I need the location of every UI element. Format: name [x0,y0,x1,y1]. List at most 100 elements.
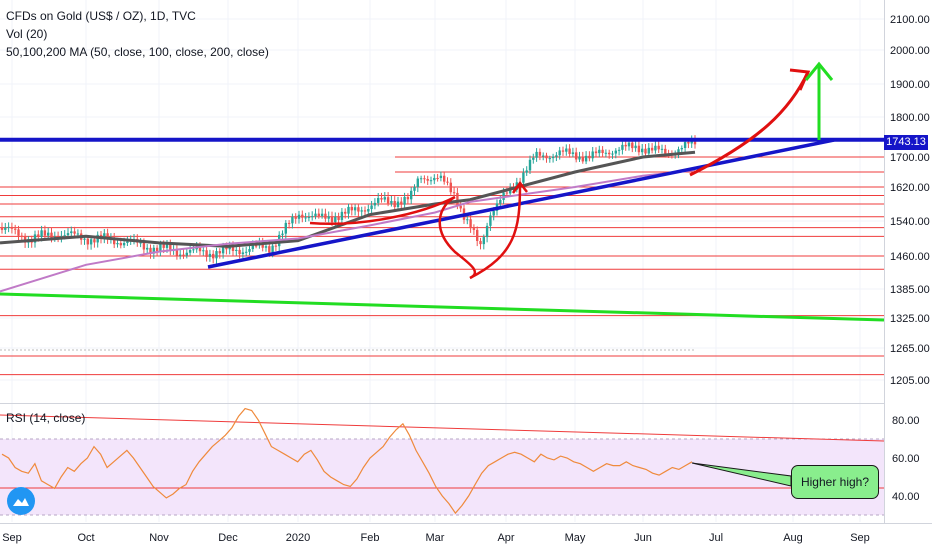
candle-body [485,225,489,238]
ma50-line [0,150,696,248]
candle-body [377,197,380,203]
price-tick-label: 1540.00 [890,216,930,228]
candle-body [664,148,667,154]
candle-body [304,217,307,219]
green-target-arrow-head [804,61,834,81]
candle-body [142,242,146,250]
candle-body [205,250,208,257]
candle-body [647,147,650,154]
candle-body [466,219,469,221]
symbol-header: CFDs on Gold (US$ / OZ), 1D, TVC [6,9,196,23]
candle-body [522,172,525,183]
candle-body [406,196,410,200]
candle-body [155,247,159,252]
candle-body [152,247,155,254]
candle-body [169,243,172,251]
rsi-band [0,439,884,515]
candle-body [614,150,617,154]
candle-body [525,170,528,173]
candle-body [188,250,192,253]
candle-body [221,245,225,254]
candle-body [499,199,502,204]
candle-body [43,230,47,236]
candle-body [598,149,601,154]
candle-body [119,243,122,246]
candle-body [479,240,482,245]
candle-body [489,215,492,226]
candle-body [386,197,390,204]
time-tick-label: Mar [426,532,445,544]
candle-body [294,216,297,219]
candle-body [73,231,76,234]
red-recovery-curve [469,184,522,280]
candle-body [367,209,370,212]
candle-body [594,151,598,154]
candle-body [198,247,202,252]
candle-body [624,144,627,147]
rsi-tick-label: 60.00 [892,453,920,465]
candle-body [334,216,337,223]
candle-body [159,243,162,252]
candle-body [419,178,423,180]
candle-body [320,213,324,216]
candle-body [215,251,218,259]
time-tick-label: Aug [783,532,803,544]
candle-body [621,144,624,150]
price-tick-label: 1205.00 [890,375,930,387]
candle-body [575,152,578,160]
candle-body [565,148,568,152]
candle-body [192,249,195,251]
candle-body [383,197,386,200]
price-tick-label: 1265.00 [890,343,930,355]
candle-body [86,238,89,245]
horizontal-levels [0,156,884,376]
candle-body [185,252,188,256]
candle-body [245,251,248,253]
candle-body [459,205,462,209]
candle-body [202,250,205,252]
green-support-line [0,292,885,322]
candle-body [390,200,393,204]
candle-body [126,241,129,243]
candle-body [548,158,551,160]
candle-body [212,253,215,259]
candle-body [657,145,660,150]
candle-body [456,192,459,206]
candle-body [469,219,472,229]
candle-body [538,151,542,156]
candle-body [591,151,594,159]
candle-body [396,201,400,208]
candle-body [650,147,654,151]
candle-body [654,145,657,151]
candle-body [601,149,604,154]
candle-body [271,245,274,253]
candle-body [410,190,413,200]
candle-body [37,234,40,237]
price-tick-label: 1800.00 [890,112,930,124]
candle-body [677,149,680,154]
rsi-tick-label: 40.00 [892,491,920,503]
candle-body [116,243,119,245]
price-tick-label: 1385.00 [890,284,930,296]
price-tick-label: 2000.00 [890,45,930,57]
candle-body [327,216,330,219]
candle-body [353,207,357,211]
tradingview-logo-icon[interactable] [7,487,35,515]
candle-body [443,175,446,182]
candle-body [89,239,93,245]
candle-body [568,148,571,154]
candle-body [268,246,271,253]
candle-body [93,239,96,243]
rsi-indicator-label: RSI (14, close) [6,411,86,425]
candle-body [165,243,169,248]
candle-body [363,210,367,212]
candle-body [403,196,406,205]
time-tick-label: Sep [850,532,870,544]
candle-body [149,247,152,254]
moving-averages [0,150,696,293]
candle-body [571,152,575,154]
candle-body [604,152,608,154]
candle-body [551,156,555,159]
candle-body [611,153,614,155]
